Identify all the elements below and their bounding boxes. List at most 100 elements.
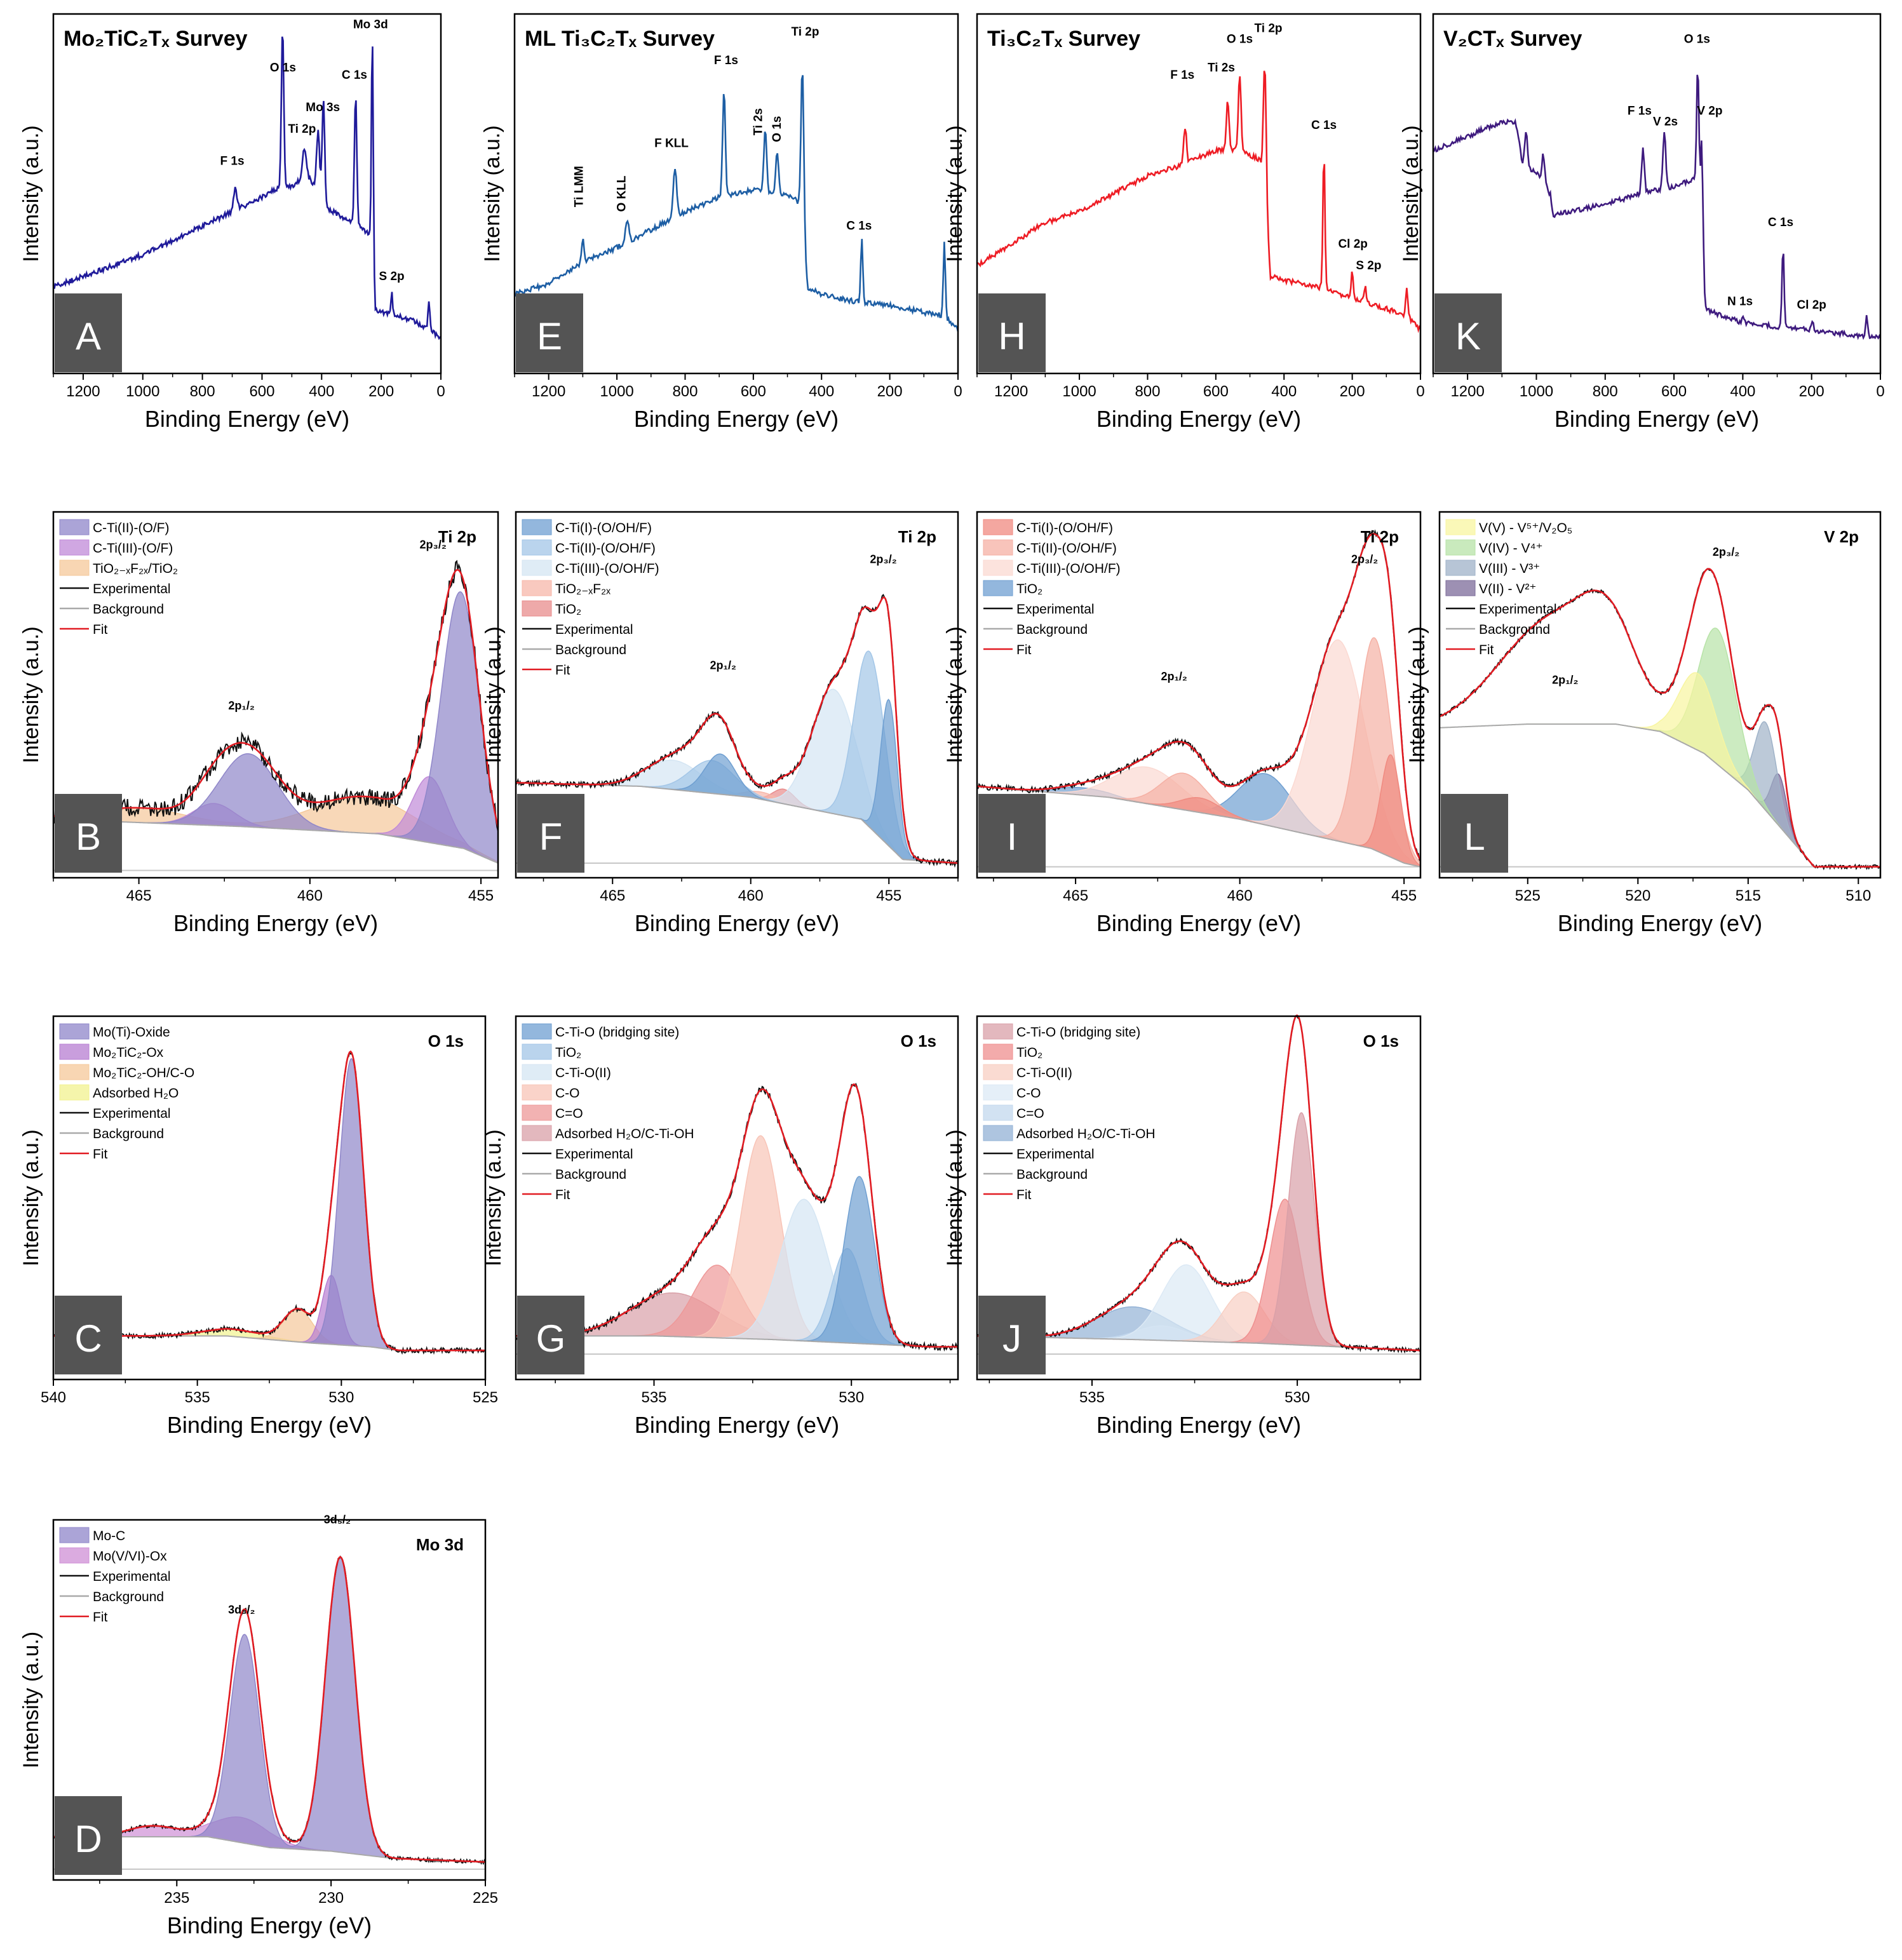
peak-label-2: F KLL [654,137,689,150]
x-tick-label-5: 200 [877,383,903,400]
y-axis-label: Intensity (a.u.) [1399,125,1423,262]
legend-swatch-1 [59,1044,90,1060]
experimental-line [976,1015,1421,1354]
x-tick-label-2: 455 [876,887,901,904]
x-tick-label-1: 535 [185,1389,210,1406]
panel-label-text: C [74,1317,102,1360]
panel-i: C-Ti(I)-(O/OH/F) C-Ti(II)-(O/OH/F) C-Ti(II… [943,511,1422,936]
fit-line [53,568,499,828]
legend-text-7: Fit [555,663,570,678]
peak-label-6: S 2p [1356,259,1381,272]
peak-label-2: V 2s [1653,115,1678,128]
x-tick-label-5: 200 [1340,383,1365,400]
legend-swatch-2 [983,560,1013,576]
x-tick-label-2: 800 [190,383,215,400]
x-axis: 1200 1000 800 600 400 200 0 [514,373,962,400]
panel-label-text: A [76,315,101,358]
x-tick-label-2: 225 [473,1890,498,1907]
peak-label-6: Cl 2p [1797,299,1826,312]
chart-title: Ti 2p [438,527,476,546]
legend-text-2: Mo₂TiC₂-OH/C-O [93,1066,194,1080]
legend-text-0: C-Ti(I)-(O/OH/F) [555,521,652,535]
legend-text-1: C-Ti(II)-(O/OH/F) [1016,541,1117,556]
plot-area [53,1016,485,1379]
peak-label-2: C 1s [342,69,367,82]
legend-text-2: C-Ti(III)-(O/OH/F) [555,561,659,576]
legend-text-4: Fit [93,1610,107,1625]
legend-swatch-0 [59,1527,90,1543]
legend: V(V) - V⁵⁺/V₂O₅ V(IV) - V⁴⁺ V(III) - V³⁺ V(… [1445,519,1572,657]
legend-text-3: TiO₂ [1016,582,1042,596]
peak-label-1: 2p₃/₂ [420,539,447,551]
x-tick-label-4: 400 [1730,383,1755,400]
peak-label-1: O 1s [1227,32,1253,46]
panel-h: Ti 2pO 1s Ti 2s F 1s C 1s Cl 2p S 2p Ti₃C₂Tₓ S… [943,13,1425,432]
y-axis-label: Intensity (a.u.) [482,626,506,763]
legend-text-5: Background [93,1127,164,1141]
legend-swatch-4 [522,1104,552,1121]
legend-text-6: Experimental [555,1147,633,1162]
legend-swatch-5 [983,1125,1013,1141]
x-tick-label-0: 465 [1063,887,1088,904]
survey-line [1432,74,1882,340]
legend-text-3: C-O [555,1086,580,1101]
peak-label-6: Ti 2s [752,108,765,135]
x-axis-label: Binding Energy (eV) [167,1912,372,1938]
plot-area [1440,512,1880,878]
legend-swatch-0 [983,519,1013,535]
legend-text-0: C-Ti(II)-(O/F) [93,521,170,535]
plot-frame [1432,13,1882,375]
panel-label-badge [55,1796,122,1875]
x-axis: 1200 1000 800 600 400 200 0 [53,373,445,400]
panel-label-badge [978,1296,1046,1374]
x-tick-label-0: 465 [126,887,152,904]
legend-swatch-1 [522,539,552,556]
x-tick-label-3: 600 [1661,383,1687,400]
legend-text-4: Experimental [1479,602,1557,617]
chart-title: O 1s [1363,1031,1399,1050]
x-tick-label-1: 1000 [126,383,159,400]
plot-area [977,14,1420,373]
peak-label-0: 2p₁/₂ [228,699,254,712]
legend-text-3: C-O [1016,1086,1041,1101]
y-axis-label: Intensity (a.u.) [1405,626,1429,763]
peak-label-4: C 1s [1768,216,1793,229]
x-axis-label: Binding Energy (eV) [635,1412,839,1438]
peak-label-4: Ti 2p [288,123,316,136]
survey-line [52,36,442,340]
y-axis-label: Intensity (a.u.) [19,626,43,763]
y-axis-label: Intensity (a.u.) [19,125,43,262]
panel-label-badge [1434,293,1502,372]
panel-label-text: J [1002,1317,1022,1360]
peak-label-5: Cl 2p [1338,238,1367,251]
chart-title: V₂CTₓ Survey [1443,27,1582,51]
legend-text-5: Fit [93,622,107,637]
legend-swatch-4 [522,600,552,617]
x-tick-label-2: 800 [672,383,698,400]
legend-swatch-0 [59,519,90,535]
x-axis: 1200 1000 800 600 400 200 0 [976,373,1425,400]
panel-d: Mo-C Mo(V/VI)-Ox Experimental Background Fit… [19,1514,498,1938]
legend-text-5: Experimental [555,622,633,637]
legend-swatch-3 [522,580,552,596]
x-axis: 465 460 455 [993,878,1417,904]
legend-swatch-0 [522,1023,552,1040]
panel-b: C-Ti(II)-(O/F) C-Ti(III)-(O/F) TiO₂₋ₓF₂ₓ/T… [19,511,499,936]
x-axis-label: Binding Energy (eV) [634,406,839,432]
x-tick-label-1: 1000 [600,383,633,400]
legend: C-Ti-O (bridging site) TiO₂ C-Ti-O(II) C-O C… [983,1023,1156,1202]
peak-label-3: C 1s [846,220,872,233]
legend-text-1: TiO₂ [1016,1045,1042,1060]
peak-label-3: V 2p [1697,104,1722,117]
legend-text-2: C-Ti-O(II) [555,1066,611,1080]
legend-text-0: C-Ti(I)-(O/OH/F) [1016,521,1113,535]
panel-f: C-Ti(I)-(O/OH/F) C-Ti(II)-(O/OH/F) C-Ti(II… [482,511,959,936]
legend-swatch-3 [1445,580,1476,596]
x-tick-label-0: 1200 [66,383,100,400]
legend: Mo(Ti)-Oxide Mo₂TiC₂-Ox Mo₂TiC₂-OH/C-O Adso… [59,1023,194,1162]
x-tick-label-2: 800 [1593,383,1618,400]
legend-swatch-1 [59,539,90,556]
y-axis-label: Intensity (a.u.) [943,125,967,262]
legend-text-1: Mo(V/VI)-Ox [93,1549,167,1564]
panel-label-text: E [537,315,562,358]
